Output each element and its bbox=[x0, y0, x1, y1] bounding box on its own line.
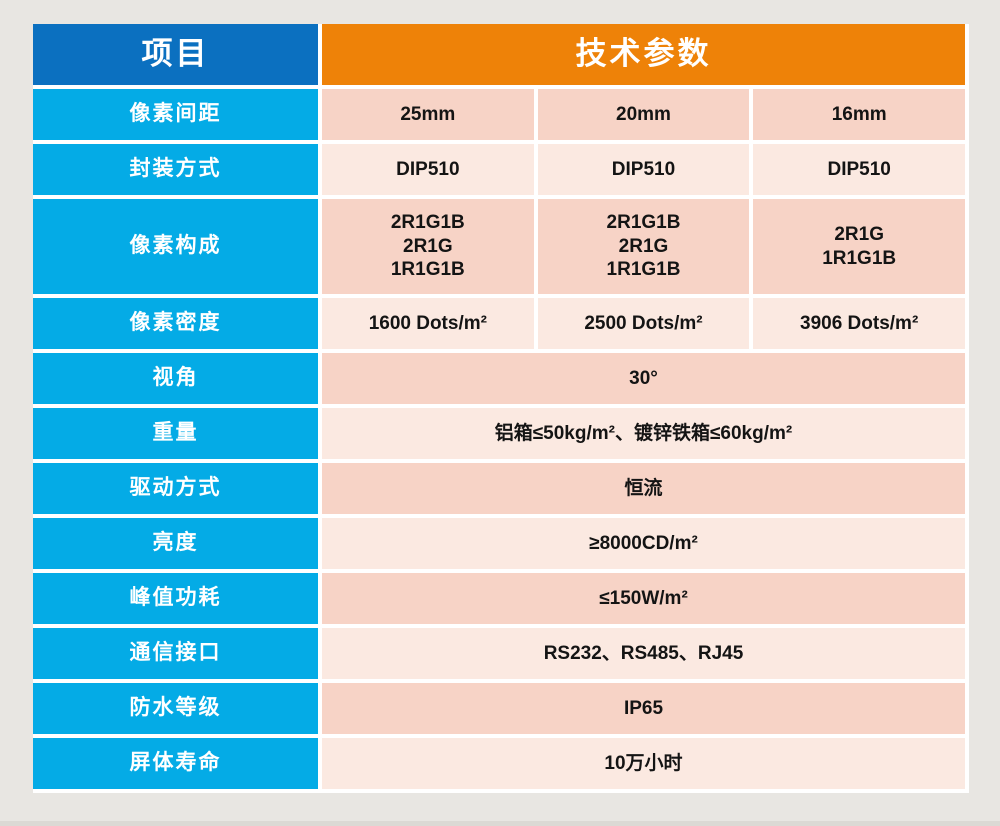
table-cell: 2R1G1B 2R1G 1R1G1B bbox=[537, 199, 750, 294]
row-label-viewing-angle: 视角 bbox=[33, 353, 318, 404]
cell-value: 25mm bbox=[400, 103, 456, 125]
cell-value: IP65 bbox=[623, 697, 664, 719]
row-label-weight: 重量 bbox=[33, 408, 318, 459]
row-label-text: 重量 bbox=[152, 421, 199, 445]
cell-value: 16mm bbox=[831, 103, 887, 125]
cell-value: DIP510 bbox=[396, 158, 460, 180]
row-label-text: 通信接口 bbox=[129, 641, 222, 665]
table-cell: 10万小时 bbox=[322, 738, 965, 789]
table-cell: DIP510 bbox=[537, 144, 750, 195]
row-label-comm-interface: 通信接口 bbox=[33, 628, 318, 679]
table-cell: 30° bbox=[322, 353, 965, 404]
row-label-text: 驱动方式 bbox=[129, 476, 222, 500]
row-label-text: 峰值功耗 bbox=[129, 586, 222, 610]
row-label-pixel-density: 像素密度 bbox=[33, 298, 318, 349]
cell-value-line: 2R1G1B bbox=[390, 211, 465, 233]
cell-value: RS232、RS485、RJ45 bbox=[543, 642, 744, 664]
row-label-waterproof-rating: 防水等级 bbox=[33, 683, 318, 734]
cell-value: DIP510 bbox=[827, 158, 891, 180]
cell-value: 10万小时 bbox=[604, 752, 683, 774]
table-cell: 铝箱≤50kg/m²、镀锌铁箱≤60kg/m² bbox=[322, 408, 965, 459]
row-label-text: 像素密度 bbox=[129, 311, 222, 335]
cell-value-line: 1R1G1B bbox=[822, 247, 897, 269]
cell-value-line: 1R1G1B bbox=[390, 259, 465, 281]
table-cell: RS232、RS485、RJ45 bbox=[322, 628, 965, 679]
page-bottom-shadow bbox=[0, 821, 1000, 826]
row-label-package-type: 封装方式 bbox=[33, 144, 318, 195]
header-params: 技术参数 bbox=[322, 24, 965, 85]
cell-value: ≤150W/m² bbox=[599, 587, 688, 609]
cell-value-line: 2R1G bbox=[834, 223, 884, 245]
cell-value-line: 2R1G bbox=[618, 235, 669, 257]
cell-value: 20mm bbox=[616, 103, 671, 125]
table-cell: 2500 Dots/m² bbox=[537, 298, 750, 349]
row-label-pixel-pitch: 像素间距 bbox=[33, 89, 318, 140]
header-params-label: 技术参数 bbox=[575, 36, 712, 72]
row-label-peak-power: 峰值功耗 bbox=[33, 573, 318, 624]
table-cell: DIP510 bbox=[753, 144, 965, 195]
cell-value: 铝箱≤50kg/m²、镀锌铁箱≤60kg/m² bbox=[494, 422, 793, 444]
cell-value-line: 2R1G bbox=[403, 235, 453, 257]
row-label-text: 防水等级 bbox=[129, 696, 222, 720]
table-cell: ≥8000CD/m² bbox=[322, 518, 965, 569]
cell-value: 恒流 bbox=[624, 477, 663, 499]
table-cell: 16mm bbox=[753, 89, 965, 140]
table-cell: IP65 bbox=[322, 683, 965, 734]
row-label-text: 像素间距 bbox=[129, 102, 222, 126]
cell-value-line: 2R1G1B bbox=[606, 211, 681, 233]
table-cell: 3906 Dots/m² bbox=[753, 298, 965, 349]
row-label-text: 封装方式 bbox=[129, 157, 222, 181]
cell-value: 30° bbox=[629, 367, 658, 389]
cell-value: DIP510 bbox=[611, 158, 676, 180]
cell-value: 2500 Dots/m² bbox=[584, 312, 703, 334]
row-label-pixel-config: 像素构成 bbox=[33, 199, 318, 294]
table-cell: 2R1G1B 2R1G 1R1G1B bbox=[322, 199, 534, 294]
table-cell: DIP510 bbox=[322, 144, 534, 195]
row-label-text: 亮度 bbox=[152, 531, 199, 555]
table-cell: 恒流 bbox=[322, 463, 965, 514]
cell-value: 1600 Dots/m² bbox=[368, 312, 487, 334]
spec-table: 项目 技术参数 像素间距 25mm 20mm 16mm 封装方式 DIP510 … bbox=[33, 24, 969, 793]
row-label-drive-mode: 驱动方式 bbox=[33, 463, 318, 514]
table-cell: 25mm bbox=[322, 89, 534, 140]
table-cell: 20mm bbox=[537, 89, 750, 140]
table-cell: 1600 Dots/m² bbox=[322, 298, 534, 349]
row-label-screen-lifespan: 屏体寿命 bbox=[33, 738, 318, 789]
row-label-brightness: 亮度 bbox=[33, 518, 318, 569]
row-label-text: 像素构成 bbox=[129, 234, 222, 258]
cell-value: 3906 Dots/m² bbox=[800, 312, 919, 334]
table-cell: ≤150W/m² bbox=[322, 573, 965, 624]
cell-value-line: 1R1G1B bbox=[606, 259, 681, 281]
table-cell: 2R1G 1R1G1B bbox=[753, 199, 965, 294]
header-items: 项目 bbox=[33, 24, 318, 85]
cell-value: ≥8000CD/m² bbox=[589, 532, 698, 554]
header-items-label: 项目 bbox=[141, 36, 210, 72]
row-label-text: 视角 bbox=[152, 366, 199, 390]
row-label-text: 屏体寿命 bbox=[129, 751, 222, 775]
